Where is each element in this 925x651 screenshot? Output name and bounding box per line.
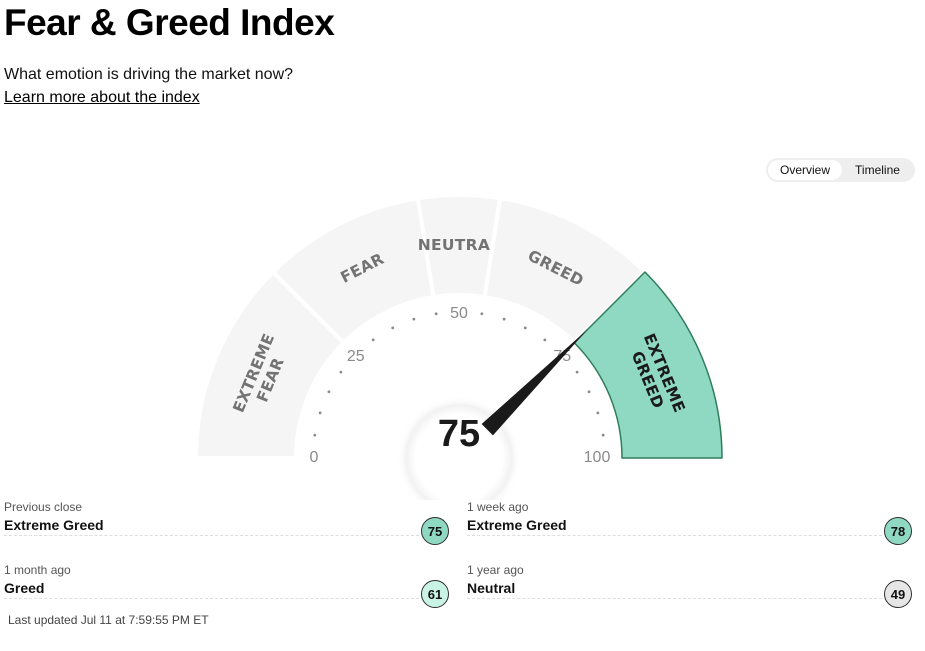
gauge-scale-dot [434,312,438,316]
page-title: Fear & Greed Index [4,2,335,43]
history-label: 1 week ago [467,500,529,514]
history-item: 1 year ago Neutral 49 [467,563,912,613]
gauge-zone-label: NEUTRAL [418,236,501,254]
history-item: Previous close Extreme Greed 75 [4,500,449,550]
gauge-zone-extreme-greed [573,271,723,459]
learn-more-link[interactable]: Learn more about the index [4,89,200,106]
gauge-tick-label: 0 [310,449,319,466]
history-divider [4,598,419,599]
last-updated: Last updated Jul 11 at 7:59:55 PM ET [8,613,209,627]
history-divider [467,535,882,536]
gauge-scale-dot [313,433,317,437]
history-value-badge: 61 [421,580,449,608]
history-item: 1 week ago Extreme Greed 78 [467,500,912,550]
history-value-badge: 78 [884,517,912,545]
gauge-scale-dot [601,433,605,437]
history-label: Previous close [4,500,83,514]
history-value-badge: 75 [421,517,449,545]
gauge-scale-dot [480,312,484,316]
overview-tab[interactable]: Overview [768,160,842,180]
page-subtitle: What emotion is driving the market now? [4,66,294,83]
gauge-scale-dot [596,411,600,415]
gauge-score: 75 [438,413,480,455]
history-rating: Greed [4,580,45,596]
gauge-needle [481,329,588,436]
fear-greed-gauge: EXTREMEFEARFEARNEUTRALGREEDEXTREMEGREED … [229,236,723,500]
gauge-tick-label: 100 [584,449,611,466]
history-divider [467,598,882,599]
history-value-badge: 49 [884,580,912,608]
gauge-scale-dot [318,411,322,415]
history-rating: Extreme Greed [4,517,104,533]
gauge-scale-dot [371,338,375,342]
history-label: 1 month ago [4,563,71,577]
gauge-scale-dot [587,390,591,394]
gauge-scale-dot [412,317,416,321]
timeline-tab[interactable]: Timeline [855,163,900,177]
history-label: 1 year ago [467,563,524,577]
history-rating: Neutral [467,580,516,596]
gauge-scale-dot [339,370,343,374]
history-rating: Extreme Greed [467,517,567,533]
gauge-scale-dot [327,390,331,394]
gauge-scale-dot [502,317,506,321]
history-divider [4,535,419,536]
gauge-scale-dot [575,370,579,374]
gauge-scale-dot [523,326,527,330]
gauge-scale-dot [391,326,395,330]
gauge-scale-dot [543,338,547,342]
history-item: 1 month ago Greed 61 [4,563,449,613]
gauge-tick-label: 25 [347,348,365,365]
view-toggle: Overview Timeline [766,158,915,182]
gauge-tick-label: 50 [450,305,468,322]
